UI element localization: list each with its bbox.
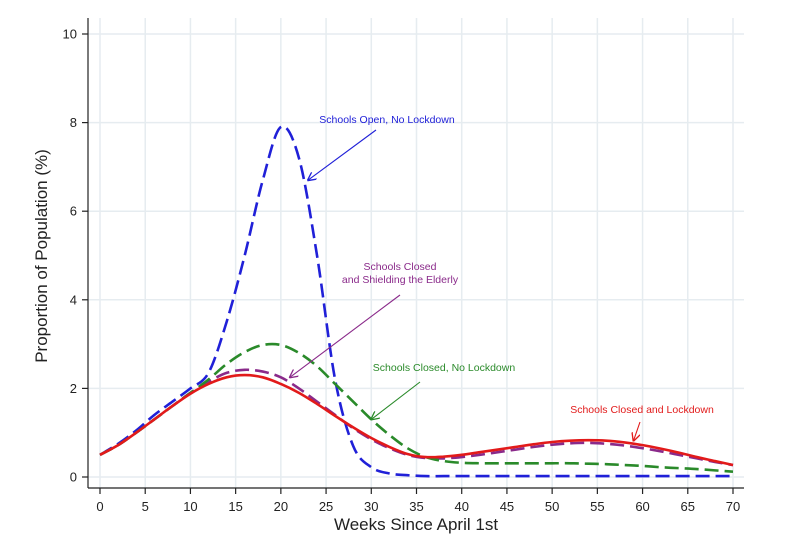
x-tick-label: 10 (183, 499, 197, 514)
annotations: Schools Open, No Lockdown Schools Closeda… (290, 114, 714, 441)
x-tick-label: 0 (96, 499, 103, 514)
y-tick-label: 0 (70, 470, 77, 485)
grid (88, 18, 744, 488)
x-tick-label: 20 (274, 499, 288, 514)
x-tick-label: 40 (454, 499, 468, 514)
annotation-label: Schools Closed (364, 261, 437, 273)
annotation-label: Schools Closed and Lockdown (570, 404, 714, 416)
x-tick-label: 50 (545, 499, 559, 514)
x-tick-label: 15 (228, 499, 242, 514)
x-tick-label: 5 (142, 499, 149, 514)
x-tick-label: 25 (319, 499, 333, 514)
x-tick-label: 35 (409, 499, 423, 514)
series-line-0 (99, 125, 733, 478)
x-tick-label: 70 (726, 499, 740, 514)
annotation-arrow (634, 421, 641, 441)
annotation-label: Schools Closed, No Lockdown (373, 362, 516, 374)
series-line-2 (99, 342, 734, 473)
annotation-label: and Shielding the Elderly (342, 274, 459, 286)
x-tick-label: 30 (364, 499, 378, 514)
y-tick-label: 8 (70, 115, 77, 130)
annotation-arrow (290, 294, 401, 377)
annotation-arrow (308, 129, 377, 180)
series-group (99, 125, 734, 478)
x-tick-label: 65 (681, 499, 695, 514)
x-axis-title: Weeks Since April 1st (334, 515, 498, 534)
y-tick-label: 4 (70, 292, 77, 307)
x-tick-label: 45 (500, 499, 514, 514)
y-axis-title: Proportion of Population (%) (32, 149, 51, 363)
annotation-arrow (371, 381, 421, 419)
x-tick-label: 55 (590, 499, 604, 514)
annotation-label: Schools Open, No Lockdown (319, 114, 455, 126)
axes: 0 2 4 6 8 10 0 5 10 15 20 25 30 35 40 45 50 55 60 65 70 (63, 18, 744, 514)
x-tick-label: 60 (635, 499, 649, 514)
y-tick-label: 6 (70, 204, 77, 219)
series-line-3 (99, 373, 734, 467)
y-tick-label: 2 (70, 381, 77, 396)
y-tick-label: 10 (63, 27, 77, 42)
